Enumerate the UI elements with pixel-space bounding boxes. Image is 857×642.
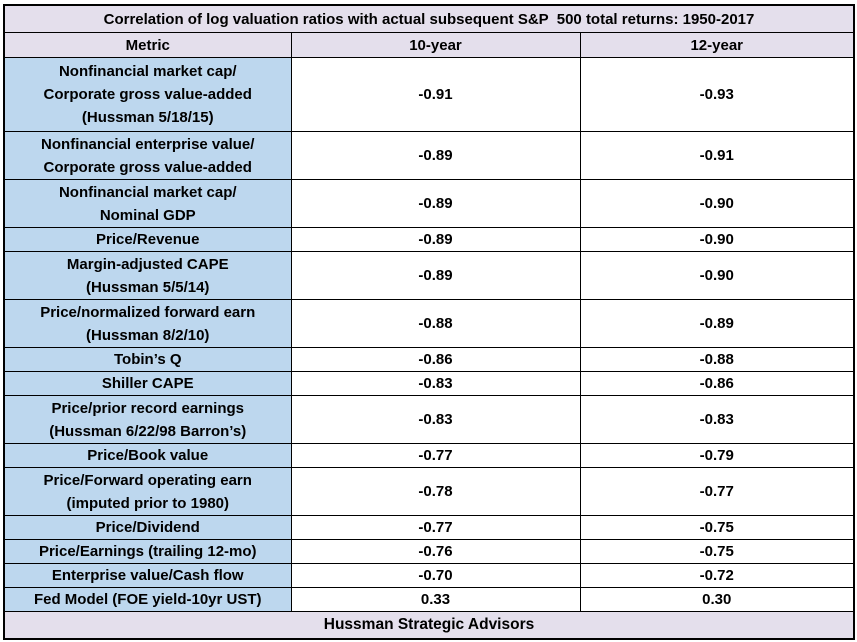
metric-cell: Shiller CAPE	[3, 371, 292, 396]
value-10yr-cell: -0.83	[290, 395, 581, 444]
metric-cell: Price/Book value	[3, 443, 292, 468]
column-header-10yr: 10-year	[290, 32, 581, 58]
metric-cell: Fed Model (FOE yield-10yr UST)	[3, 587, 292, 612]
value-12yr-cell: -0.77	[579, 467, 855, 516]
value-10yr-cell: -0.91	[290, 57, 581, 132]
metric-cell: Price/Forward operating earn (imputed pr…	[3, 467, 292, 516]
correlation-table-container: Correlation of log valuation ratios with…	[3, 4, 855, 640]
value-12yr-cell: -0.89	[579, 299, 855, 348]
value-10yr-cell: -0.77	[290, 443, 581, 468]
metric-cell: Nonfinancial market cap/ Corporate gross…	[3, 57, 292, 132]
table-row: Price/Forward operating earn (imputed pr…	[3, 467, 855, 516]
metric-cell: Nonfinancial enterprise value/ Corporate…	[3, 131, 292, 180]
value-10yr-cell: -0.83	[290, 371, 581, 396]
table-row: Price/Earnings (trailing 12-mo) -0.76 -0.7…	[3, 539, 855, 564]
table-row: Nonfinancial market cap/ Nominal GDP -0.8…	[3, 179, 855, 228]
value-12yr-cell: -0.90	[579, 227, 855, 252]
value-12yr-cell: -0.79	[579, 443, 855, 468]
table-header-row: Metric 10-year 12-year	[3, 32, 855, 58]
table-row: Margin-adjusted CAPE (Hussman 5/5/14) -0.…	[3, 251, 855, 300]
column-header-12yr: 12-year	[579, 32, 855, 58]
value-12yr-cell: -0.72	[579, 563, 855, 588]
table-footer: Hussman Strategic Advisors	[3, 611, 855, 640]
value-10yr-cell: 0.33	[290, 587, 581, 612]
value-12yr-cell: -0.88	[579, 347, 855, 372]
value-12yr-cell: -0.75	[579, 539, 855, 564]
value-10yr-cell: -0.86	[290, 347, 581, 372]
value-10yr-cell: -0.89	[290, 179, 581, 228]
table-row: Nonfinancial market cap/ Corporate gross…	[3, 57, 855, 132]
value-10yr-cell: -0.89	[290, 227, 581, 252]
metric-cell: Enterprise value/Cash flow	[3, 563, 292, 588]
metric-cell: Price/normalized forward earn (Hussman 8…	[3, 299, 292, 348]
table-body: Nonfinancial market cap/ Corporate gross…	[3, 57, 855, 612]
table-row: Price/Revenue -0.89 -0.90	[3, 227, 855, 252]
value-10yr-cell: -0.76	[290, 539, 581, 564]
value-12yr-cell: -0.86	[579, 371, 855, 396]
value-12yr-cell: -0.90	[579, 251, 855, 300]
table-footer-row: Hussman Strategic Advisors	[3, 611, 855, 640]
value-10yr-cell: -0.89	[290, 251, 581, 300]
metric-cell: Nonfinancial market cap/ Nominal GDP	[3, 179, 292, 228]
value-10yr-cell: -0.70	[290, 563, 581, 588]
metric-cell: Price/prior record earnings (Hussman 6/2…	[3, 395, 292, 444]
value-12yr-cell: -0.90	[579, 179, 855, 228]
metric-cell: Tobin’s Q	[3, 347, 292, 372]
value-12yr-cell: -0.93	[579, 57, 855, 132]
metric-cell: Price/Earnings (trailing 12-mo)	[3, 539, 292, 564]
table-title-row: Correlation of log valuation ratios with…	[3, 4, 855, 33]
table-title: Correlation of log valuation ratios with…	[3, 4, 855, 33]
table-row: Shiller CAPE -0.83 -0.86	[3, 371, 855, 396]
value-12yr-cell: 0.30	[579, 587, 855, 612]
value-10yr-cell: -0.89	[290, 131, 581, 180]
table-row: Price/Book value -0.77 -0.79	[3, 443, 855, 468]
value-10yr-cell: -0.78	[290, 467, 581, 516]
metric-cell: Price/Revenue	[3, 227, 292, 252]
value-10yr-cell: -0.88	[290, 299, 581, 348]
correlation-table: Correlation of log valuation ratios with…	[3, 4, 855, 640]
table-row: Enterprise value/Cash flow -0.70 -0.72	[3, 563, 855, 588]
column-header-metric: Metric	[3, 32, 292, 58]
value-12yr-cell: -0.83	[579, 395, 855, 444]
table-row: Nonfinancial enterprise value/ Corporate…	[3, 131, 855, 180]
table-row: Price/Dividend -0.77 -0.75	[3, 515, 855, 540]
metric-cell: Price/Dividend	[3, 515, 292, 540]
table-row: Tobin’s Q -0.86 -0.88	[3, 347, 855, 372]
table-row: Fed Model (FOE yield-10yr UST) 0.33 0.30	[3, 587, 855, 612]
table-row: Price/normalized forward earn (Hussman 8…	[3, 299, 855, 348]
metric-cell: Margin-adjusted CAPE (Hussman 5/5/14)	[3, 251, 292, 300]
table-row: Price/prior record earnings (Hussman 6/2…	[3, 395, 855, 444]
value-12yr-cell: -0.91	[579, 131, 855, 180]
value-12yr-cell: -0.75	[579, 515, 855, 540]
value-10yr-cell: -0.77	[290, 515, 581, 540]
